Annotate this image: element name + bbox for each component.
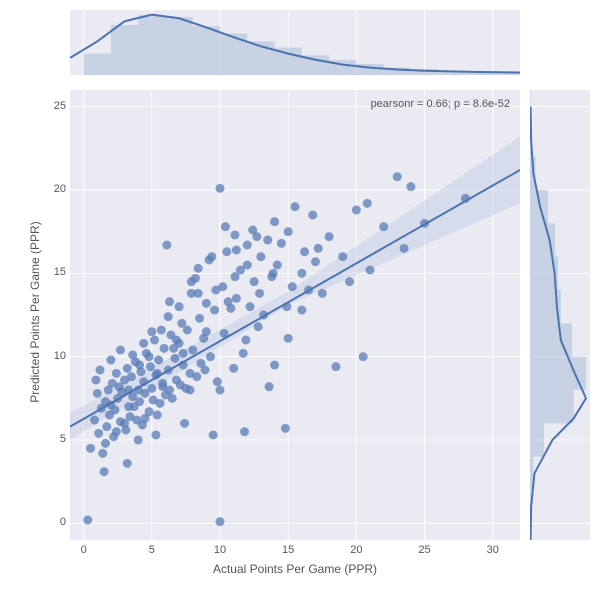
x-tick-label: 20 (346, 544, 366, 556)
x-tick-label: 5 (142, 544, 162, 556)
top-marginal-hist (70, 10, 520, 75)
y-axis-label: Predicted Points Per Game (PPR) (28, 87, 42, 537)
y-tick-label: 25 (42, 100, 66, 112)
top-marginal-svg (70, 10, 520, 75)
x-axis-label: Actual Points Per Game (PPR) (70, 562, 520, 576)
x-tick-label: 0 (74, 544, 94, 556)
x-tick-label: 15 (278, 544, 298, 556)
x-tick-label: 30 (483, 544, 503, 556)
main-scatter-plot: pearsonr = 0.66; p = 8.6e-52 (70, 90, 520, 540)
jointplot-container: pearsonr = 0.66; p = 8.6e-52 0 5 10 15 20 25 3… (0, 0, 600, 600)
y-tick-label: 10 (42, 350, 66, 362)
x-tick-label: 10 (210, 544, 230, 556)
x-tick-label: 25 (415, 544, 435, 556)
y-tick-label: 15 (42, 266, 66, 278)
main-plot-svg (70, 90, 520, 540)
pearson-annotation: pearsonr = 0.66; p = 8.6e-52 (371, 98, 510, 110)
right-marginal-svg (530, 90, 590, 540)
y-tick-label: 0 (42, 516, 66, 528)
right-marginal-hist (530, 90, 590, 540)
y-tick-label: 5 (42, 433, 66, 445)
y-tick-label: 20 (42, 183, 66, 195)
